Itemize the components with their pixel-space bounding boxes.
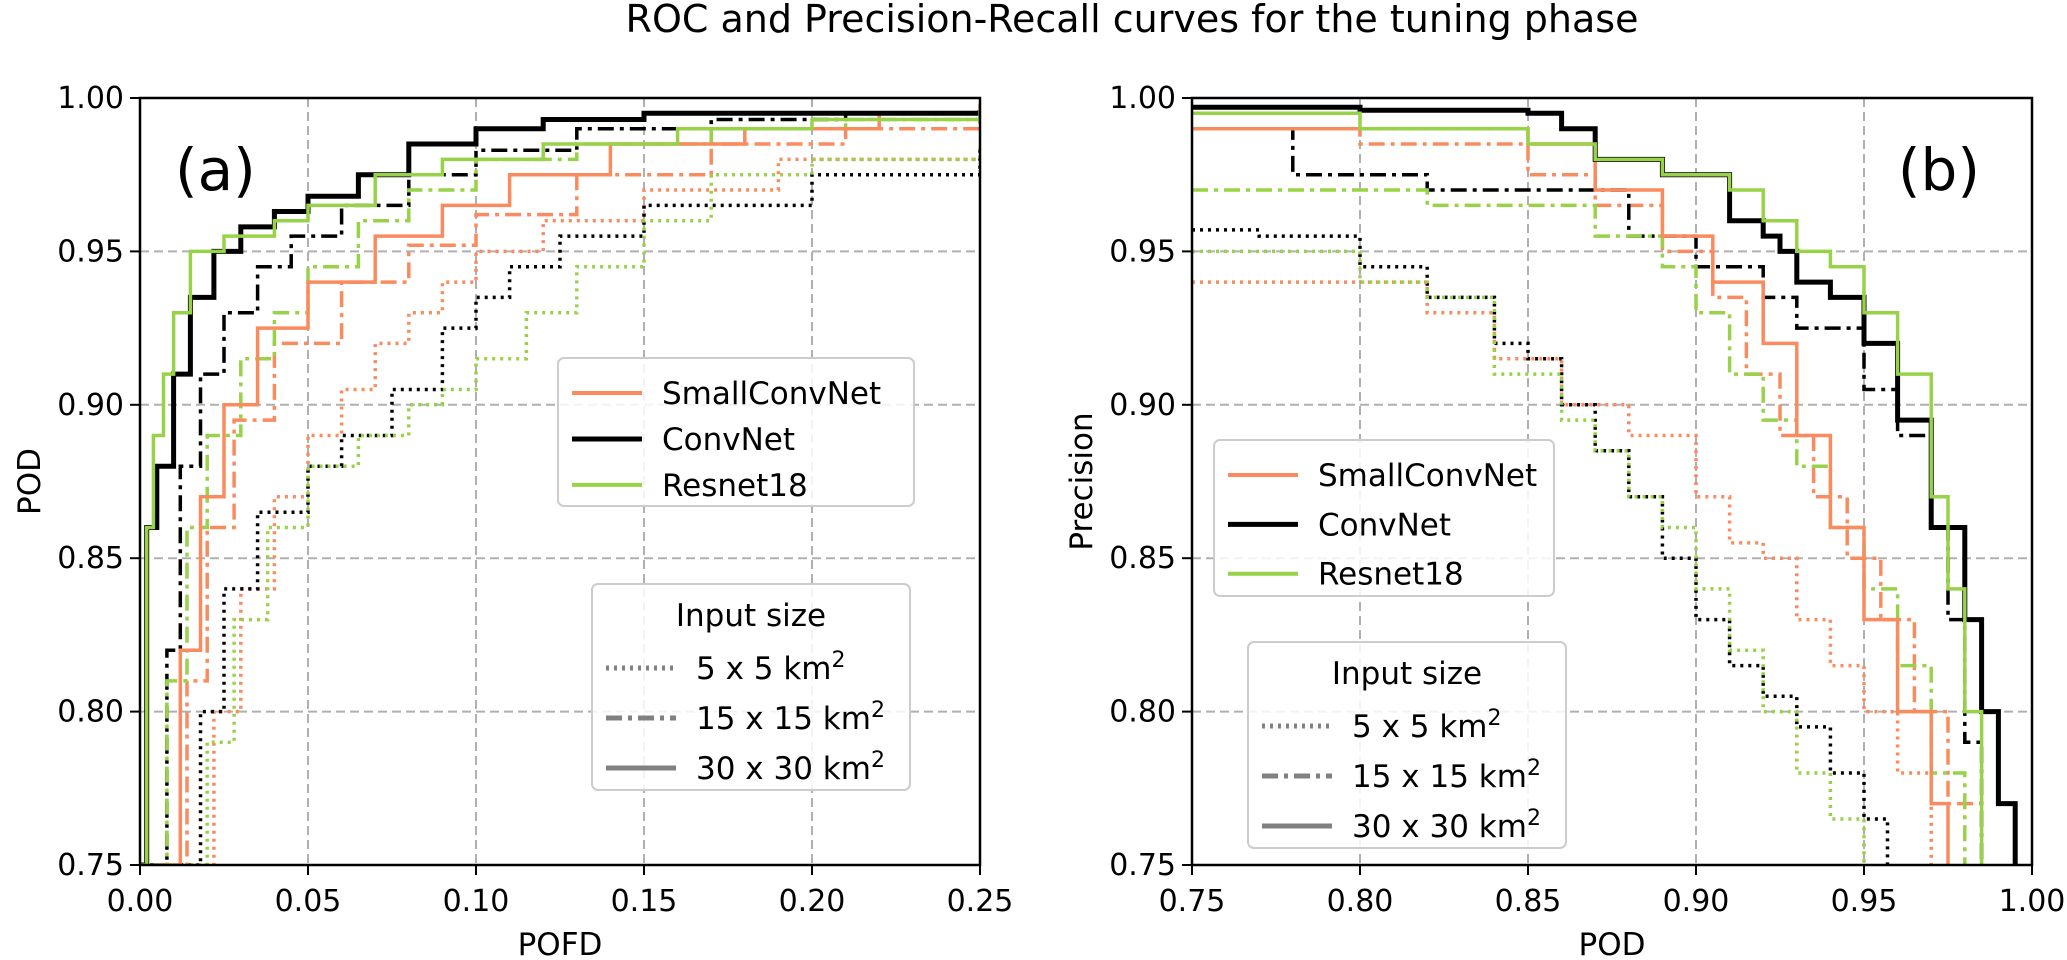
y-tick-label: 0.85: [57, 541, 124, 576]
y-tick-label: 0.80: [57, 695, 124, 730]
x-tick-label: 0.20: [779, 884, 846, 919]
y-tick-label: 0.85: [1109, 541, 1176, 576]
series-resnet18-30x30km: [1192, 111, 1984, 865]
model-legend-label: SmallConvNet: [662, 376, 881, 412]
series-smallconvnet-15x15km: [1192, 126, 1984, 865]
plot-frame: [138, 96, 982, 867]
series-convnet-15x15km: [150, 110, 980, 865]
x-tick-label: 0.25: [947, 884, 1014, 919]
panel-label: (b): [1898, 136, 1980, 204]
size-legend-label: 5 x 5 km2: [1352, 706, 1502, 745]
series-group: [1192, 104, 2018, 865]
plot-frame: [1190, 96, 2034, 867]
y-tick-label: 0.75: [57, 848, 124, 883]
size-legend: Input size 5 x 5 km2 15 x 15 km2 30 x 30 km…: [591, 583, 911, 791]
series-resnet18-30x30km: [140, 110, 980, 865]
series-smallconvnet-15x15km: [163, 119, 980, 865]
x-tick-label: 0.05: [275, 884, 342, 919]
series-convnet-5x5km: [1192, 228, 1890, 865]
size-legend-label: 5 x 5 km2: [696, 648, 846, 687]
model-legend-box: [557, 357, 915, 507]
y-axis-label: POD: [12, 448, 48, 515]
model-legend-label: SmallConvNet: [1318, 458, 1537, 494]
size-legend-box: [591, 583, 911, 791]
series-smallconvnet-5x5km: [1192, 280, 1933, 865]
y-tick-label: 0.95: [57, 234, 124, 269]
size-legend-title: Input size: [676, 598, 826, 634]
y-tick-label: 0.95: [1109, 234, 1176, 269]
panel-b: 0.75 0.80 0.85 0.90 0.95 1.00 0.75 0.80 0.85 0.90…: [1064, 81, 2065, 960]
x-axis-label: POFD: [518, 927, 603, 960]
x-tick-label: 1.00: [1999, 884, 2066, 919]
x-tick-label: 0.10: [443, 884, 510, 919]
x-tick-label: 0.95: [1831, 884, 1898, 919]
series-resnet18-15x15km: [153, 113, 980, 865]
size-legend-title: Input size: [1332, 656, 1482, 692]
panel-a: 0.00 0.05 0.10 0.15 0.20 0.25 0.75 0.80 0.85 0.90…: [12, 81, 1013, 960]
series-group: [140, 104, 980, 865]
series-resnet18-5x5km: [1192, 249, 1866, 865]
model-legend-label: Resnet18: [662, 468, 808, 504]
model-legend-label: ConvNet: [662, 422, 795, 458]
size-legend-label: 30 x 30 km2: [1352, 806, 1541, 845]
model-legend: SmallConvNet ConvNet Resnet18: [557, 357, 915, 507]
y-tick-label: 1.00: [1109, 81, 1176, 116]
panel-label: (a): [175, 136, 256, 204]
x-tick-label: 0.85: [1495, 884, 1562, 919]
series-smallconvnet-5x5km: [197, 144, 980, 865]
x-tick-label: 0.90: [1663, 884, 1730, 919]
size-legend-label: 15 x 15 km2: [696, 698, 885, 737]
figure-title: ROC and Precision-Recall curves for the …: [626, 0, 1639, 41]
series-convnet-15x15km: [1192, 126, 1984, 865]
x-tick-label: 0.00: [107, 884, 174, 919]
series-convnet-5x5km: [180, 150, 980, 865]
y-tick-label: 0.90: [57, 388, 124, 423]
y-tick-label: 0.80: [1109, 695, 1176, 730]
model-legend: SmallConvNet ConvNet Resnet18: [1213, 439, 1555, 597]
y-tick-label: 1.00: [57, 81, 124, 116]
series-convnet-30x30km: [140, 110, 980, 865]
x-tick-label: 0.15: [611, 884, 678, 919]
size-legend-label: 30 x 30 km2: [696, 748, 885, 787]
x-axis-label: POD: [1579, 927, 1646, 960]
x-tick-label: 0.75: [1159, 884, 1226, 919]
y-tick-label: 0.90: [1109, 388, 1176, 423]
y-axis-label: Precision: [1064, 412, 1100, 550]
size-legend: Input size 5 x 5 km2 15 x 15 km2 30 x 30 km…: [1247, 641, 1567, 849]
model-legend-label: Resnet18: [1318, 557, 1464, 593]
y-tick-label: 0.75: [1109, 848, 1176, 883]
size-legend-box: [1247, 641, 1567, 849]
x-tick-label: 0.80: [1327, 884, 1394, 919]
model-legend-label: ConvNet: [1318, 507, 1451, 543]
size-legend-label: 15 x 15 km2: [1352, 756, 1541, 795]
model-legend-box: [1213, 439, 1555, 597]
